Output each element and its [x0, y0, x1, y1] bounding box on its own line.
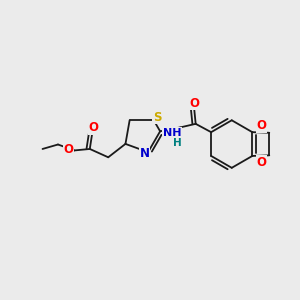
Text: O: O	[89, 121, 99, 134]
Text: S: S	[153, 111, 161, 124]
Text: N: N	[140, 147, 149, 160]
Text: O: O	[190, 97, 200, 110]
Text: NH: NH	[163, 128, 181, 138]
Text: O: O	[257, 156, 267, 169]
Text: O: O	[257, 119, 267, 132]
Text: H: H	[173, 138, 182, 148]
Text: O: O	[63, 143, 74, 156]
